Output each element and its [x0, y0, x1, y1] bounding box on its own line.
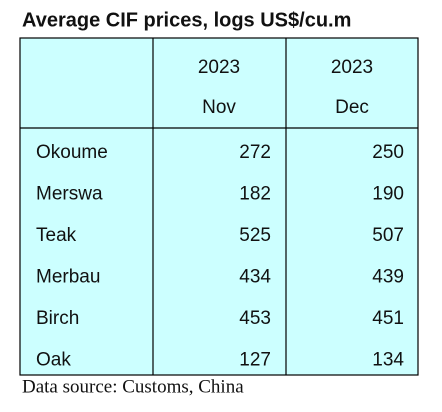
row-label: Birch [36, 308, 79, 329]
price-cell: 272 [239, 142, 271, 163]
row-label: Oak [36, 350, 71, 371]
price-cell: 127 [239, 350, 271, 371]
title: Average CIF prices, logs US$/cu.m [22, 9, 351, 31]
column-year: 2023 [331, 57, 373, 78]
column-month: Nov [202, 97, 236, 118]
price-cell: 451 [372, 308, 404, 329]
price-cell: 182 [239, 184, 271, 205]
column-month: Dec [335, 97, 369, 118]
price-cell: 507 [372, 225, 404, 246]
table-background [19, 37, 419, 376]
source-note: Data source: Customs, China [22, 376, 244, 397]
price-cell: 525 [239, 225, 271, 246]
price-cell: 453 [239, 308, 271, 329]
price-cell: 134 [372, 350, 404, 371]
row-label: Merswa [36, 184, 103, 205]
price-cell: 190 [372, 184, 404, 205]
row-label: Merbau [36, 267, 100, 288]
price-cell: 250 [372, 142, 404, 163]
row-label: Okoume [36, 142, 108, 163]
row-label: Teak [36, 225, 77, 246]
column-year: 2023 [198, 57, 240, 78]
price-cell: 434 [239, 267, 271, 288]
price-cell: 439 [372, 267, 404, 288]
